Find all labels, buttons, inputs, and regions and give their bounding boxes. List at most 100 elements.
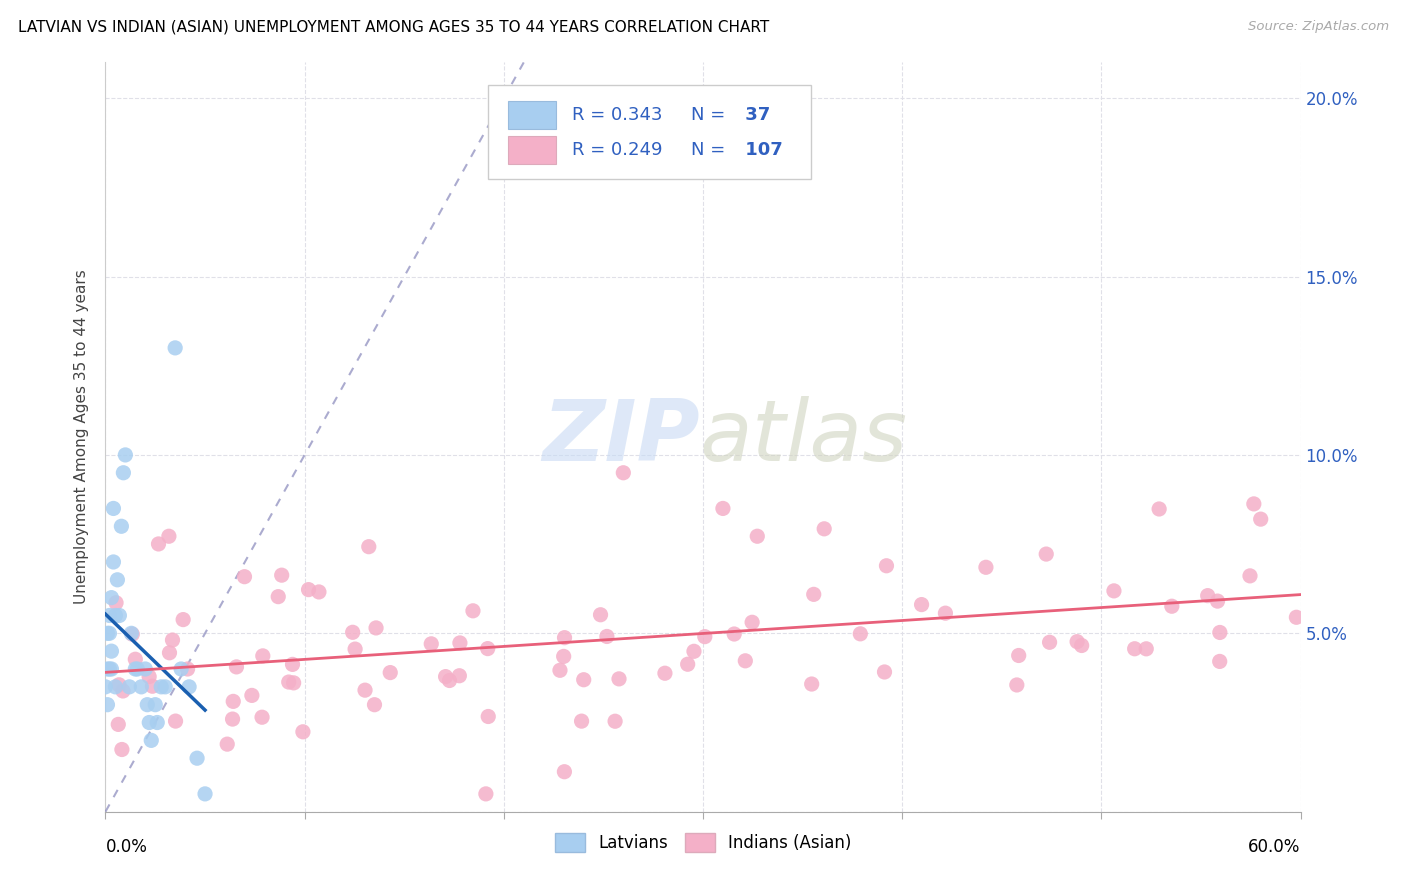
Point	[1035, 547, 1057, 561]
Text: R = 0.249: R = 0.249	[571, 141, 662, 159]
Point	[233, 570, 256, 584]
FancyBboxPatch shape	[508, 101, 555, 129]
Point	[344, 642, 367, 657]
Point	[134, 662, 156, 676]
Point	[873, 665, 896, 679]
Point	[1008, 648, 1031, 663]
Point	[1039, 635, 1062, 649]
Text: 107: 107	[740, 141, 783, 159]
Point	[103, 501, 125, 516]
Point	[439, 673, 461, 688]
Point	[283, 676, 305, 690]
Point	[100, 662, 122, 676]
Point	[1239, 569, 1261, 583]
Point	[138, 715, 160, 730]
Point	[475, 787, 498, 801]
Point	[121, 627, 143, 641]
Point	[124, 662, 146, 676]
Point	[194, 787, 217, 801]
Text: Source: ZipAtlas.com: Source: ZipAtlas.com	[1249, 20, 1389, 33]
Point	[572, 673, 595, 687]
Point	[910, 598, 932, 612]
Point	[162, 633, 184, 648]
Point	[693, 630, 716, 644]
Point	[159, 646, 181, 660]
Point	[96, 626, 118, 640]
Point	[111, 742, 134, 756]
Point	[170, 662, 193, 676]
Point	[380, 665, 402, 680]
Point	[221, 712, 243, 726]
Point	[100, 644, 122, 658]
Point	[1005, 678, 1028, 692]
Point	[364, 621, 387, 635]
Point	[723, 627, 745, 641]
Point	[1250, 512, 1272, 526]
Point	[129, 680, 153, 694]
Point	[107, 717, 129, 731]
Point	[741, 615, 763, 630]
Point	[308, 585, 330, 599]
Point	[127, 662, 149, 676]
Point	[434, 670, 457, 684]
Point	[150, 680, 173, 694]
Point	[157, 529, 180, 543]
Point	[1209, 625, 1232, 640]
Point	[98, 608, 121, 623]
Legend: Latvians, Indians (Asian): Latvians, Indians (Asian)	[555, 833, 851, 852]
Point	[94, 680, 117, 694]
Point	[589, 607, 612, 622]
Point	[270, 568, 292, 582]
Point	[281, 657, 304, 672]
Point	[141, 733, 163, 747]
Point	[96, 698, 118, 712]
Point	[108, 678, 131, 692]
Point	[1135, 641, 1157, 656]
Point	[1197, 589, 1219, 603]
Point	[143, 698, 166, 712]
Point	[1102, 583, 1125, 598]
Point	[112, 466, 135, 480]
Point	[146, 715, 169, 730]
FancyBboxPatch shape	[488, 85, 811, 178]
Point	[103, 555, 125, 569]
Point	[1123, 641, 1146, 656]
Point	[111, 684, 134, 698]
Point	[734, 654, 756, 668]
Point	[813, 522, 835, 536]
Point	[974, 560, 997, 574]
Point	[225, 660, 247, 674]
Point	[252, 648, 274, 663]
Point	[603, 714, 626, 729]
Point	[420, 637, 443, 651]
Point	[291, 724, 314, 739]
Text: ZIP: ZIP	[541, 395, 699, 479]
Point	[803, 587, 825, 601]
Text: 0.0%: 0.0%	[105, 838, 148, 856]
Point	[1243, 497, 1265, 511]
Text: 37: 37	[740, 106, 770, 124]
Point	[654, 666, 676, 681]
Point	[612, 466, 634, 480]
Point	[108, 608, 131, 623]
Point	[165, 341, 187, 355]
Point	[1285, 610, 1308, 624]
Point	[357, 540, 380, 554]
Point	[449, 669, 471, 683]
Point	[172, 613, 194, 627]
Point	[1147, 502, 1170, 516]
Text: LATVIAN VS INDIAN (ASIAN) UNEMPLOYMENT AMONG AGES 35 TO 44 YEARS CORRELATION CHA: LATVIAN VS INDIAN (ASIAN) UNEMPLOYMENT A…	[18, 20, 769, 35]
Point	[107, 573, 129, 587]
Point	[449, 636, 471, 650]
Point	[267, 590, 290, 604]
Point	[240, 689, 263, 703]
Point	[354, 683, 377, 698]
Point	[553, 649, 575, 664]
Point	[548, 663, 571, 677]
Point	[297, 582, 319, 597]
Point	[136, 698, 159, 712]
Point	[553, 764, 575, 779]
Point	[1160, 599, 1182, 614]
Point	[104, 680, 127, 694]
Point	[571, 714, 593, 728]
